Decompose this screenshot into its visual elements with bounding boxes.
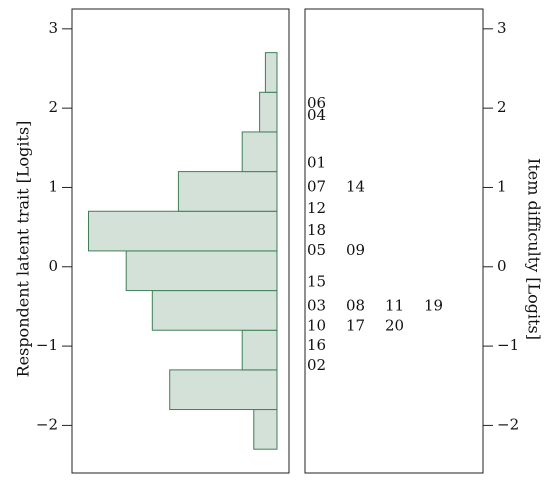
- right-tick-label: 2: [497, 98, 507, 116]
- histogram-bar-7: [241, 131, 278, 173]
- right-tick-label: −2: [497, 415, 519, 433]
- item-label-02: 02: [307, 356, 326, 374]
- left-axis-title: Respondent latent trait [Logits]: [14, 121, 33, 378]
- item-label-15: 15: [307, 273, 326, 291]
- item-label-12: 12: [307, 199, 326, 217]
- item-label-08: 08: [346, 296, 365, 314]
- right-axis-title: Item difficulty [Logits]: [525, 158, 544, 340]
- histogram-bar-5: [88, 210, 278, 252]
- item-label-05: 05: [307, 241, 326, 259]
- item-panel-frame: [304, 8, 484, 474]
- person-histogram: [88, 52, 278, 450]
- person-panel: [71, 8, 290, 474]
- item-label-01: 01: [307, 154, 326, 172]
- right-tick-label: 0: [497, 257, 507, 275]
- item-label-11: 11: [385, 296, 404, 314]
- histogram-bar-9: [264, 52, 278, 93]
- left-tick-label: 2: [48, 98, 58, 116]
- histogram-bar-8: [259, 91, 278, 133]
- person-panel-frame: [71, 8, 290, 474]
- item-label-16: 16: [307, 336, 326, 354]
- right-tick-label: 3: [497, 19, 507, 37]
- item-label-04: 04: [307, 106, 326, 124]
- histogram-bar-4: [125, 250, 278, 292]
- histogram-bar-3: [151, 290, 278, 331]
- left-tick-label: 3: [48, 19, 58, 37]
- histogram-bar-1: [169, 369, 278, 411]
- item-label-06: 06: [307, 94, 326, 112]
- right-tick-label: 1: [497, 177, 507, 195]
- item-label-09: 09: [346, 241, 365, 259]
- item-label-07: 07: [307, 177, 326, 195]
- right-tick-label: −1: [497, 336, 519, 354]
- item-label-19: 19: [424, 296, 443, 314]
- item-label-17: 17: [346, 316, 365, 334]
- item-label-14: 14: [346, 177, 365, 195]
- left-tick-label: −2: [36, 415, 58, 433]
- item-label-20: 20: [385, 316, 404, 334]
- item-label-18: 18: [307, 221, 326, 239]
- histogram-bar-0: [253, 409, 278, 450]
- left-tick-label: 0: [48, 257, 58, 275]
- left-tick-label: −1: [36, 336, 58, 354]
- left-tick-label: 1: [48, 177, 58, 195]
- histogram-bar-6: [177, 171, 278, 212]
- item-label-03: 03: [307, 296, 326, 314]
- item-label-10: 10: [307, 316, 326, 334]
- left-y-axis: −2 −1 0 1 2 3: [36, 19, 72, 433]
- right-y-axis: −2 −1 0 1 2 3: [483, 19, 519, 433]
- histogram-bar-2: [241, 329, 278, 371]
